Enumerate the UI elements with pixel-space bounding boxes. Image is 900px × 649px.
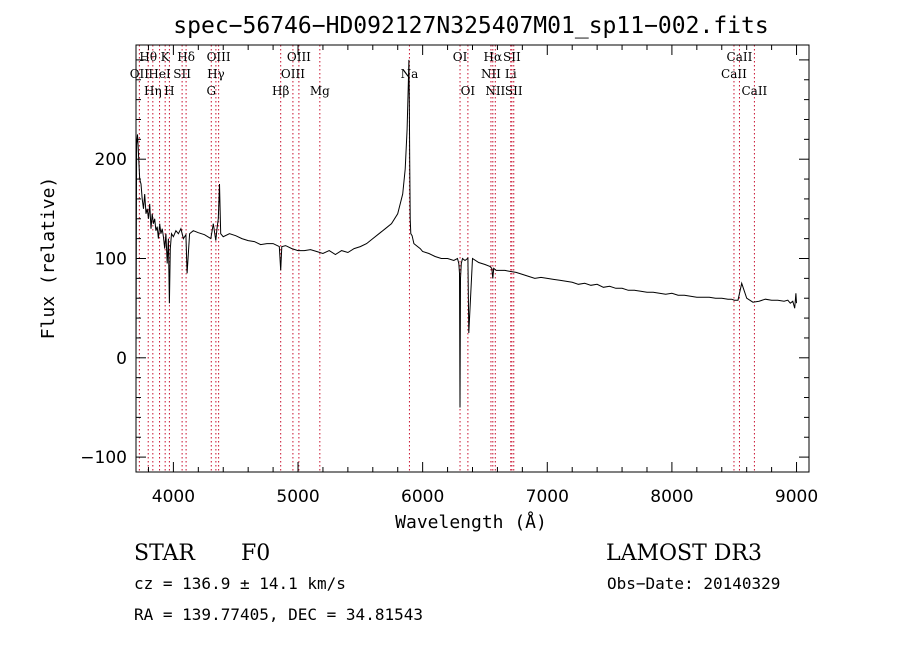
line-label-17: OⅠ [461, 84, 476, 98]
x-tick-label-8000: 8000 [650, 487, 693, 507]
y-tick-label-0: 0 [116, 349, 127, 369]
observation-date: Obs−Date: 20140329 [607, 574, 780, 593]
spectral-line-labels: OⅠⅠHθHηHeⅠKHSⅠⅠHδGHγOⅠⅠⅠHβOⅠⅠⅠOⅠⅠⅠMgNaOⅠ… [130, 50, 768, 98]
y-tick-label-200: 200 [95, 150, 127, 170]
line-label-6: SⅠⅠ [173, 67, 191, 81]
x-tick-label-5000: 5000 [276, 487, 319, 507]
line-label-2: Hη [144, 84, 162, 98]
x-axis-label: Wavelength (Å) [395, 511, 547, 533]
line-label-9: Hγ [207, 67, 225, 81]
spectral-line-markers [138, 45, 755, 472]
x-tick-label-9000: 9000 [775, 487, 818, 507]
line-label-3: HeⅠ [148, 67, 171, 81]
x-tick-label-7000: 7000 [526, 487, 569, 507]
coordinates: RA = 139.77405, DEC = 34.81543 [134, 605, 423, 624]
y-tick-label-100: 100 [95, 250, 127, 270]
x-tick-label-4000: 4000 [152, 487, 195, 507]
spectral-subclass: F0 [241, 541, 270, 566]
line-label-14: Mg [310, 84, 330, 98]
redshift-velocity: cz = 136.9 ± 14.1 km/s [134, 574, 346, 593]
line-label-5: H [164, 84, 174, 98]
line-label-20: NⅠⅠ [485, 84, 505, 98]
line-label-19: Hα [484, 50, 503, 64]
line-label-1: Hθ [139, 50, 157, 64]
chart-title: spec−56746−HD092127N325407M01_sp11−002.f… [173, 13, 768, 39]
line-label-4: K [161, 50, 171, 64]
line-label-13: OⅠⅠⅠ [287, 50, 311, 64]
line-label-24: CaⅠⅠ [721, 67, 747, 81]
y-axis-label: Flux (relative) [38, 177, 59, 340]
y-tick-label--100: −100 [80, 448, 127, 468]
line-label-18: NⅠⅠ [481, 67, 501, 81]
line-label-10: OⅠⅠⅠ [207, 50, 231, 64]
x-axis-ticks: 4000 5000 6000 7000 8000 9000 [147, 45, 818, 507]
line-label-0: OⅠⅠ [130, 67, 150, 81]
line-label-22: SⅠⅠ [503, 50, 521, 64]
line-label-16: OⅠ [453, 50, 468, 64]
line-label-11: Hβ [272, 84, 289, 98]
y-axis-ticks: −100 0 100 200 [80, 59, 809, 468]
survey-name: LAMOST DR3 [606, 541, 762, 566]
line-label-8: G [206, 84, 216, 98]
spectrum-line [135, 59, 797, 408]
object-class: STAR [134, 541, 196, 566]
line-label-23: SⅠⅠ [505, 84, 523, 98]
line-label-21: Li [505, 67, 517, 81]
line-label-12: OⅠⅠⅠ [281, 67, 305, 81]
x-tick-label-6000: 6000 [401, 487, 444, 507]
line-label-25: CaⅠⅠ [727, 50, 753, 64]
line-label-7: Hδ [177, 50, 195, 64]
line-label-26: CaⅠⅠ [741, 84, 767, 98]
